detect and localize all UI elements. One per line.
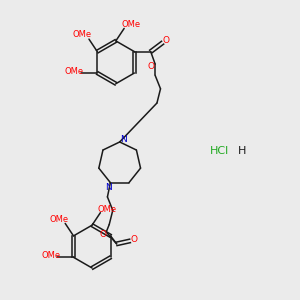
Text: HCl: HCl [209,146,229,157]
Text: OMe: OMe [65,67,84,76]
Text: OMe: OMe [49,215,68,224]
Text: OMe: OMe [41,251,60,260]
Text: H: H [238,146,246,157]
Text: N: N [106,183,112,192]
Text: O: O [130,235,137,244]
Text: O: O [163,36,170,45]
Text: OMe: OMe [121,20,140,29]
Text: OMe: OMe [97,205,116,214]
Text: O: O [99,230,106,239]
Text: OMe: OMe [73,31,92,40]
Text: O: O [148,62,154,71]
Text: N: N [120,135,127,144]
